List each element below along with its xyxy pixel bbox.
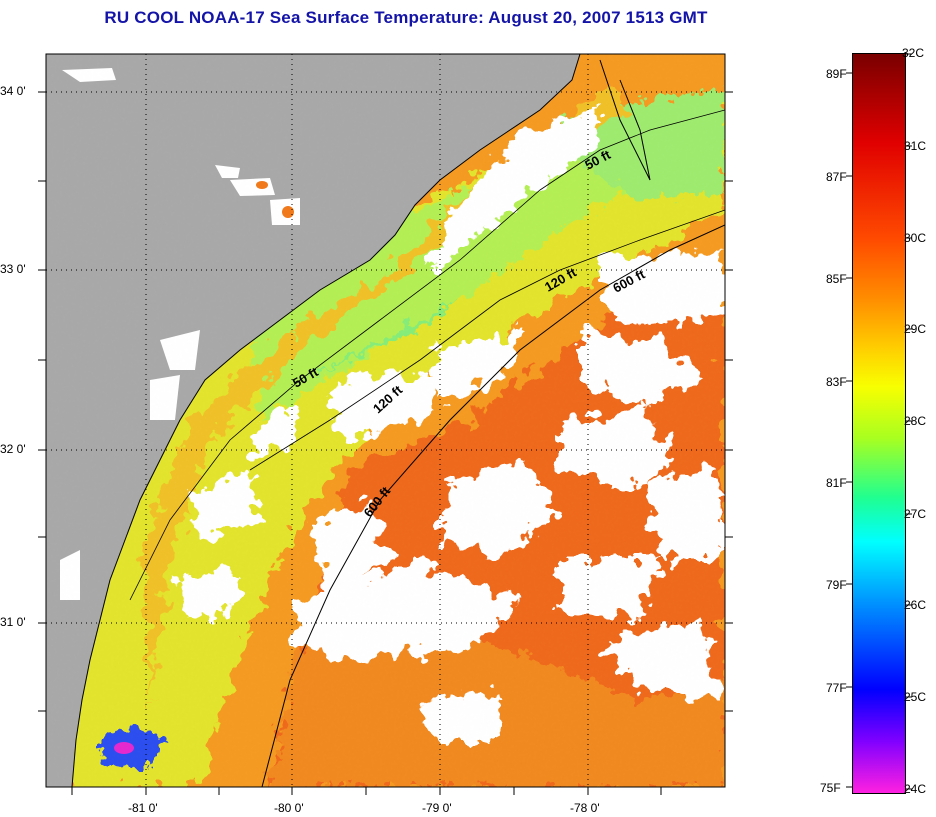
lon-label: -79 0': [422, 801, 452, 815]
lon-label: -78 0': [570, 801, 600, 815]
fahrenheit-tick-label: 83F: [826, 375, 847, 389]
lon-label: -80 0': [274, 801, 304, 815]
map-plot-area: [46, 54, 725, 787]
celsius-tick-label: 26C: [904, 598, 927, 612]
lon-label: -81 0': [128, 801, 158, 815]
fahrenheit-tick-label: 85F: [826, 272, 847, 286]
fahrenheit-tick-label: 89F: [826, 67, 847, 81]
celsius-tick-label: 32C: [902, 46, 925, 60]
fahrenheit-tick-label: 87F: [826, 170, 847, 184]
map-frame: [45, 53, 726, 788]
lat-label: 32 0': [0, 442, 26, 456]
map-title: RU COOL NOAA-17 Sea Surface Temperature:…: [104, 8, 708, 27]
lat-label: 33 0': [0, 262, 26, 276]
fahrenheit-tick-label: 81F: [826, 476, 847, 490]
fahrenheit-tick-label: 77F: [826, 681, 847, 695]
celsius-tick-label: 31C: [904, 139, 927, 153]
celsius-tick-label: 24C: [904, 782, 927, 796]
axis-ticks: [38, 53, 912, 795]
fahrenheit-tick-label: 75F: [820, 781, 841, 795]
celsius-tick-label: 30C: [904, 231, 927, 245]
lat-label: 31 0': [0, 615, 26, 629]
celsius-tick-label: 28C: [904, 414, 927, 428]
celsius-tick-label: 27C: [904, 507, 927, 521]
colorbar-frame: [852, 53, 906, 794]
lat-label: 34 0': [0, 84, 26, 98]
celsius-tick-label: 25C: [904, 690, 927, 704]
celsius-tick-label: 29C: [904, 322, 927, 336]
colorbar: [853, 54, 905, 793]
fahrenheit-tick-label: 79F: [826, 578, 847, 592]
